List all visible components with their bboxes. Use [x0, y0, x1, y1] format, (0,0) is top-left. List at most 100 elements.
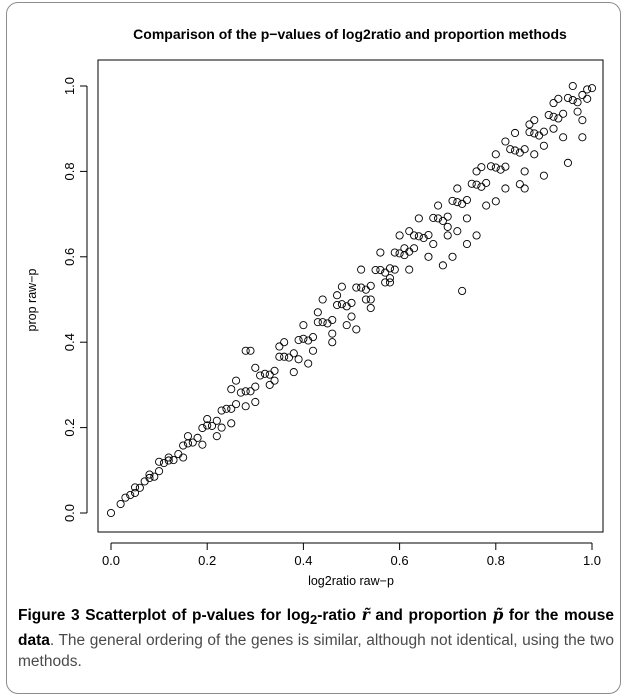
scatter-point	[246, 346, 255, 355]
scatter-point	[251, 397, 260, 407]
scatter-point	[333, 291, 342, 300]
chart-title: Comparison of the p−values of log2ratio …	[133, 26, 567, 42]
scatter-point	[183, 439, 193, 448]
scatter-point	[227, 385, 236, 394]
y-tick-label: 0.0	[62, 504, 77, 522]
scatter-point	[337, 300, 346, 309]
scatter-point	[222, 404, 231, 413]
symbol-r: r̃	[361, 605, 370, 624]
scatter-point	[539, 127, 548, 136]
scatter-point	[155, 457, 164, 466]
scatter-point	[453, 184, 462, 193]
scatter-point	[458, 199, 467, 208]
scatter-point	[265, 380, 274, 389]
scatter-point	[294, 355, 303, 364]
scatter-point	[535, 131, 544, 140]
scatter-point	[510, 128, 520, 138]
scatter-point	[395, 231, 404, 240]
scatter-point	[145, 470, 154, 479]
scatter-point	[203, 421, 212, 430]
scatter-point	[130, 483, 140, 492]
scatter-point	[366, 281, 375, 290]
scatter-point	[164, 456, 173, 465]
scatter-point	[294, 336, 303, 345]
scatter-point	[241, 346, 250, 355]
scatter-point	[419, 233, 428, 243]
scatter-point	[405, 247, 414, 256]
scatter-point	[227, 419, 236, 428]
scatter-point	[434, 214, 443, 223]
scatter-point	[155, 467, 164, 476]
scatter-point	[207, 421, 217, 430]
scatter-point	[174, 450, 183, 459]
scatter-point	[549, 99, 558, 108]
scatter-point	[559, 133, 568, 142]
y-tick-label: 0.6	[62, 248, 77, 266]
scatter-point	[453, 198, 462, 207]
scatter-point	[578, 116, 587, 125]
scatter-point	[385, 274, 395, 283]
scatter-point	[126, 491, 135, 500]
scatter-point	[458, 286, 467, 296]
scatter-point	[318, 295, 327, 304]
scatter-point	[308, 333, 318, 342]
scatter-point	[409, 231, 419, 240]
scatter-point	[265, 370, 274, 379]
scatter-point	[357, 265, 366, 274]
scatter-point	[491, 197, 500, 206]
scatter-point	[232, 400, 241, 409]
scatter-point	[212, 432, 221, 441]
scatter-point	[198, 423, 207, 433]
scatter-point	[520, 184, 529, 193]
scatter-point	[525, 128, 534, 137]
scatter-point	[390, 265, 399, 274]
scatter-point	[256, 371, 265, 380]
x-tick-label: 0.6	[391, 553, 409, 568]
scatter-point	[549, 124, 558, 133]
caption-lead: Figure 3 Scatterplot of p-values for log…	[18, 605, 614, 650]
scatter-point	[284, 353, 294, 362]
scatter-point	[198, 440, 207, 449]
scatter-point	[381, 278, 390, 287]
y-tick-label: 1.0	[62, 77, 77, 95]
y-tick-label: 0.4	[62, 333, 77, 351]
scatter-point	[405, 265, 414, 274]
scatter-point	[400, 251, 409, 260]
x-tick-label: 1.0	[583, 553, 601, 568]
scatter-point	[376, 265, 385, 275]
y-tick-label: 0.2	[62, 419, 77, 437]
scatter-point	[304, 336, 313, 345]
scatter-point	[212, 416, 221, 425]
scatter-point	[385, 278, 395, 287]
scatter-point	[381, 268, 390, 277]
scatter-point	[275, 352, 284, 361]
scatter-point	[241, 387, 250, 396]
scatter-point	[510, 146, 520, 155]
scatter-point	[227, 404, 236, 413]
scatter-point	[482, 178, 491, 187]
scatter-point	[304, 359, 313, 368]
figure-caption: Figure 3 Scatterplot of p-values for log…	[18, 604, 614, 672]
scatter-point	[482, 201, 491, 210]
scatter-point	[496, 165, 505, 174]
scatter-point	[453, 227, 462, 236]
scatter-point	[289, 368, 298, 377]
scatter-point	[308, 346, 318, 355]
scatter-point	[443, 212, 452, 221]
scatter-point	[323, 319, 332, 328]
scatter-point	[525, 120, 534, 129]
scatter-point	[183, 432, 193, 441]
scatter-point	[409, 244, 419, 253]
scatter-point	[443, 222, 452, 231]
scatter-point	[414, 214, 423, 223]
scatter-point	[337, 282, 346, 291]
scatter-point	[559, 109, 568, 118]
scatter-point	[116, 499, 125, 509]
x-tick-label: 0.0	[102, 553, 120, 568]
scatter-point	[328, 329, 337, 338]
scatter-point	[357, 283, 366, 292]
scatter-point	[385, 264, 395, 273]
scatter-point	[361, 285, 370, 294]
scatter-point	[501, 184, 510, 193]
scatter-point	[506, 145, 515, 154]
